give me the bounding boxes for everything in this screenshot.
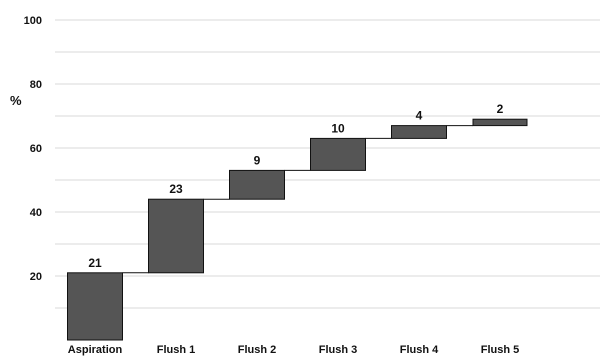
- category-label: Flush 4: [400, 344, 439, 356]
- y-tick-label: 20: [30, 271, 42, 283]
- y-axis-ticks: 20 40 60 80 100: [24, 15, 42, 283]
- bar: [391, 125, 447, 139]
- y-tick-label: 100: [24, 15, 42, 27]
- category-label: Flush 3: [319, 344, 358, 356]
- data-label: 10: [331, 121, 345, 135]
- connectors: [122, 125, 473, 274]
- data-label: 9: [254, 153, 261, 167]
- bar: [67, 272, 123, 341]
- data-label: 4: [416, 109, 423, 123]
- y-tick-label: 80: [30, 79, 42, 91]
- bar: [310, 137, 366, 171]
- y-tick-label: 60: [30, 143, 42, 155]
- category-label: Flush 2: [238, 344, 277, 356]
- x-axis-labels: Aspiration Flush 1 Flush 2 Flush 3 Flush 4 Fl…: [68, 344, 519, 356]
- data-labels: 21 23 9 10 4 2: [88, 102, 503, 270]
- bar: [472, 118, 528, 127]
- data-label: 21: [88, 256, 102, 270]
- y-axis-label: %: [10, 93, 22, 108]
- category-label: Aspiration: [68, 344, 123, 356]
- data-label: 2: [497, 102, 504, 116]
- y-tick-label: 40: [30, 207, 42, 219]
- bar: [148, 198, 204, 274]
- category-label: Flush 5: [481, 344, 520, 356]
- bars: [67, 118, 528, 341]
- data-label: 23: [169, 182, 183, 196]
- bar: [229, 169, 285, 200]
- category-label: Flush 1: [157, 344, 196, 356]
